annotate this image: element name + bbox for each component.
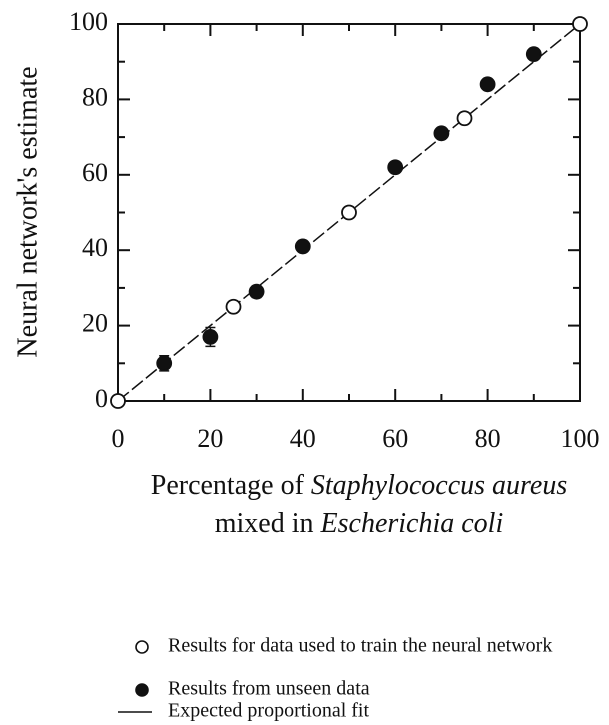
point bbox=[110, 393, 126, 409]
point bbox=[479, 76, 496, 93]
y-tick-label: 0 bbox=[95, 384, 108, 413]
x-tick-label: 0 bbox=[112, 424, 125, 453]
legend-label: Results for data used to train the neura… bbox=[168, 635, 552, 657]
y-tick-label: 100 bbox=[69, 7, 108, 36]
x-axis-label-part: mixed in bbox=[215, 508, 314, 539]
point bbox=[433, 125, 450, 142]
point bbox=[294, 238, 311, 255]
legend-marker bbox=[135, 683, 149, 697]
y-tick-label: 60 bbox=[82, 158, 108, 187]
point bbox=[525, 46, 542, 63]
y-tick-label: 40 bbox=[82, 233, 108, 262]
x-axis-label-part: Escherichia coli bbox=[320, 508, 504, 539]
x-axis-label: Percentage of Staphylococcus aureus bbox=[151, 470, 568, 501]
legend-marker bbox=[135, 640, 149, 654]
y-axis-label: Neural network's estimate bbox=[12, 66, 43, 357]
point bbox=[456, 110, 473, 127]
point bbox=[225, 298, 242, 315]
point bbox=[156, 355, 173, 372]
point bbox=[202, 329, 219, 345]
y-tick-label: 80 bbox=[82, 82, 108, 111]
x-axis-label-part: Staphylococcus aureus bbox=[311, 470, 567, 501]
x-axis-label-part: Percentage of bbox=[151, 470, 305, 501]
legend-label: Expected proportional fit bbox=[168, 700, 369, 722]
point bbox=[248, 283, 265, 300]
point bbox=[387, 159, 404, 176]
x-tick-label: 100 bbox=[561, 424, 600, 453]
x-tick-label: 80 bbox=[475, 424, 501, 453]
point bbox=[341, 204, 357, 221]
point bbox=[572, 16, 588, 32]
x-tick-label: 40 bbox=[290, 424, 316, 453]
x-tick-label: 60 bbox=[382, 424, 408, 453]
x-axis-label: mixed in Escherichia coli bbox=[215, 508, 504, 539]
y-tick-label: 20 bbox=[82, 309, 108, 338]
legend-label: Results from unseen data bbox=[168, 678, 370, 700]
x-tick-label: 20 bbox=[197, 424, 223, 453]
